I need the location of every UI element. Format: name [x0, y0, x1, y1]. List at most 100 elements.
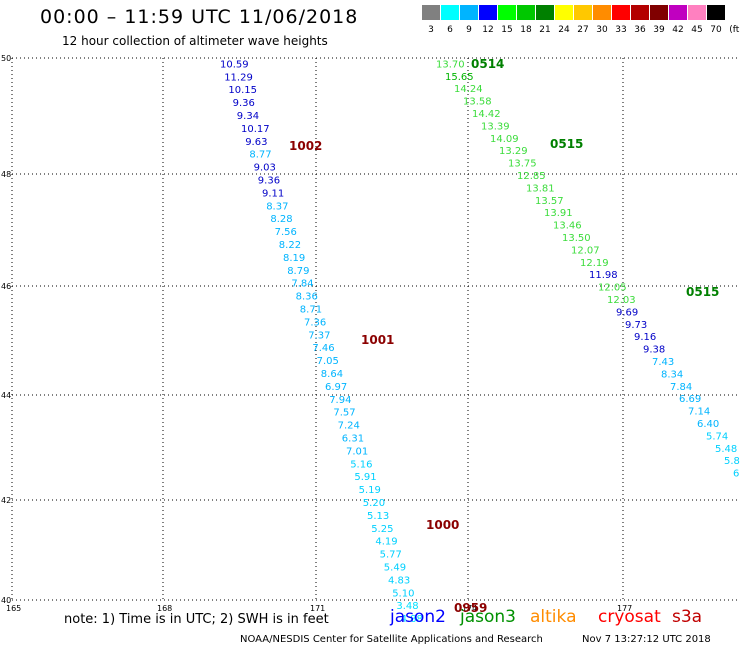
swh-value: 12.07 [571, 245, 600, 256]
swh-value: 3.48 [396, 601, 418, 612]
legend-swatch [593, 5, 611, 20]
swh-value: 8.34 [661, 369, 683, 380]
swh-value: 9.36 [258, 176, 280, 187]
swh-value: 7.84 [291, 279, 313, 290]
swh-value: 5.48 [715, 444, 737, 455]
legend-label: 33 [615, 25, 627, 35]
swh-value: 8.28 [270, 214, 292, 225]
satellite-name: jason3 [460, 607, 516, 627]
swh-value: 5.77 [380, 550, 402, 561]
swh-value: 13.46 [553, 221, 582, 232]
swh-value: 5.91 [354, 472, 376, 483]
legend-swatch [536, 5, 554, 20]
lat-label: 46 [1, 282, 11, 291]
legend-swatch [688, 5, 706, 20]
swh-value: 5.10 [392, 588, 414, 599]
legend-unit: (ft) [729, 25, 740, 35]
swh-value: 6.40 [697, 419, 719, 430]
swh-value: 7.05 [317, 356, 339, 367]
swh-value: 8.36 [296, 292, 318, 303]
time-label: 1001 [361, 333, 394, 347]
swh-value: 13.29 [499, 146, 528, 157]
legend-swatch [498, 5, 516, 20]
swh-value: 9.36 [233, 98, 255, 109]
legend-swatch [650, 5, 668, 20]
swh-value: 9.73 [625, 320, 647, 331]
lon-label: 177 [617, 604, 632, 613]
swh-value: 8.64 [321, 369, 343, 380]
lon-label: 168 [157, 604, 172, 613]
lon-label: 165 [6, 604, 21, 613]
legend-swatch [631, 5, 649, 20]
swh-value: 4.83 [388, 575, 410, 586]
swh-value: 8.71 [300, 305, 322, 316]
legend-label: 21 [539, 25, 551, 35]
units-note: note: 1) Time is in UTC; 2) SWH is in fe… [64, 612, 329, 627]
swh-value: 5.25 [371, 524, 393, 535]
legend-label: 30 [596, 25, 608, 35]
time-label: 0514 [471, 57, 504, 71]
swh-value: 7.14 [688, 407, 710, 418]
time-label: 0515 [686, 285, 719, 299]
legend-label: 6 [447, 25, 453, 35]
legend-swatch [479, 5, 497, 20]
swh-value: 9.16 [634, 332, 656, 343]
swh-value: 12.03 [607, 295, 636, 306]
legend-label: 42 [672, 25, 684, 35]
swh-value: 8.19 [283, 253, 305, 264]
swh-value: 7.01 [346, 446, 368, 457]
swh-value: 13.58 [463, 97, 492, 108]
legend-swatch [612, 5, 630, 20]
legend-swatch [441, 5, 459, 20]
swh-value: 13.81 [526, 183, 555, 194]
swh-value: 11.29 [224, 72, 253, 83]
swh-value: 7.43 [652, 357, 674, 368]
legend-label: 24 [558, 25, 570, 35]
swh-value: 9.69 [616, 307, 638, 318]
swh-value: 10.59 [220, 59, 249, 70]
time-labels: 1002 1001 1000 0959 0514 0515 0515 [289, 57, 719, 615]
swh-value: 7.37 [308, 330, 330, 341]
swh-value: 5.13 [367, 511, 389, 522]
legend-label: 3 [428, 25, 434, 35]
swh-value: 4.88 [401, 614, 423, 625]
swh-value: 15.65 [445, 72, 474, 83]
swh-value: 10.15 [228, 85, 257, 96]
swh-value: 5.19 [359, 485, 381, 496]
legend-swatch [517, 5, 535, 20]
swh-value: 13.75 [508, 159, 537, 170]
swh-value: 5.74 [706, 431, 728, 442]
legend-label: 18 [520, 25, 532, 35]
swh-value: 12.85 [517, 171, 546, 182]
altimeter-tracks: 10.59 11.29 10.15 9.36 9.34 10.17 9.63 8.77 9.03… [220, 59, 740, 625]
legend-label: 12 [482, 25, 494, 35]
swh-value: 7.24 [338, 421, 360, 432]
lat-label: 50 [1, 54, 11, 63]
time-label: 1002 [289, 139, 322, 153]
swh-value: 11.98 [589, 270, 618, 281]
swh-value: 13.57 [535, 196, 564, 207]
swh-value: 9.38 [643, 345, 665, 356]
swh-value: 12.19 [580, 258, 609, 269]
satellite-name: cryosat [598, 607, 661, 627]
legend-swatch [574, 5, 592, 20]
page-subtitle: 12 hour collection of altimeter wave hei… [62, 34, 328, 48]
swh-value: 7.94 [329, 395, 351, 406]
swh-value: 6.69 [679, 394, 701, 405]
legend-swatch [460, 5, 478, 20]
legend-label: 39 [653, 25, 665, 35]
legend-swatch [669, 5, 687, 20]
lat-label: 40 [1, 596, 11, 605]
swh-value: 13.39 [481, 121, 510, 132]
time-label: 0959 [454, 601, 487, 615]
lon-label: 171 [310, 604, 325, 613]
credit-text: NOAA/NESDIS Center for Satellite Applica… [240, 634, 543, 645]
swh-value: 5.16 [350, 459, 372, 470]
generation-time: Nov 7 13:27:12 UTC 2018 [582, 634, 711, 645]
time-label: 1000 [426, 518, 459, 532]
swh-value: 7.84 [670, 382, 692, 393]
lon-label: 174 [462, 604, 477, 613]
swh-value: 8.77 [249, 150, 271, 161]
